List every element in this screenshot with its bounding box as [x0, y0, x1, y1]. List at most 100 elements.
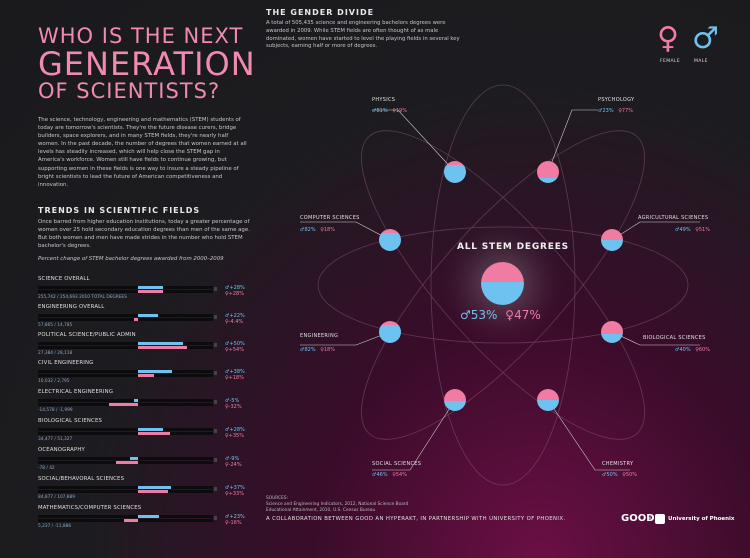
male-symbol-icon: ♂ [225, 285, 230, 291]
male-symbol-icon: ♂ [675, 227, 680, 233]
male-share: 50% [606, 472, 618, 478]
male-share: 82% [304, 227, 316, 233]
field-node-percentages: ♂81% ♀19% [372, 108, 407, 114]
male-change-bar [138, 286, 164, 289]
female-percent-change: -24% [228, 462, 242, 468]
male-symbol-icon: ♂ [225, 398, 230, 404]
female-symbol-icon: ♀ [225, 347, 229, 353]
female-symbol-icon: ♀ [695, 227, 699, 233]
all-stem-percentages: ♂53% ♀47% [460, 308, 541, 322]
female-percent-change: -4.4% [228, 319, 244, 325]
male-symbol-icon: ♂ [225, 313, 230, 319]
female-symbol-icon: ♀ [695, 347, 699, 353]
male-symbol-icon: ♂ [225, 456, 230, 462]
female-symbol-icon: ♀ [225, 319, 229, 325]
male-share: 46% [376, 472, 388, 478]
male-change-bar [138, 515, 159, 518]
field-node-circle [601, 229, 623, 251]
female-percent-change: +54% [228, 347, 244, 353]
field-node-label: SOCIAL SCIENCES [372, 461, 422, 467]
male-symbol-icon: ♂ [372, 472, 377, 478]
female-percent-change: -16% [228, 520, 242, 526]
trend-field-name: SCIENCE OVERALL [38, 276, 90, 282]
trend-field-row: SOCIAL/BEHAVORAL SCIENCES 84,877 / 107,88… [38, 476, 248, 500]
female-symbol-icon: ♀ [225, 375, 229, 381]
trend-field-row: ELECTRICAL ENGINEERING -14,578 / -1,999 ♂-… [38, 389, 248, 413]
title-line-2: GENERATION [38, 45, 256, 83]
female-bar-track [38, 290, 213, 293]
collaboration-credit: A COLLABORATION BETWEEN GOOD AN HYPERAKT… [266, 516, 566, 522]
trend-field-totals: -14,578 / -1,999 [38, 408, 73, 413]
female-symbol-icon: ♀ [392, 108, 396, 114]
trend-field-row: ENGINEERING OVERALL 57,865 / 14,785 ♂+22% ♀… [38, 304, 248, 328]
trend-field-row: SCIENCE OVERALL 255,742 / 254,693 2010 TO… [38, 276, 248, 300]
field-node-label: ENGINEERING [300, 333, 339, 339]
male-change-bar [138, 370, 173, 373]
trend-field-name: OCEANOGRAPHY [38, 447, 85, 453]
field-node-label: COMPUTER SCIENCES [300, 215, 360, 221]
female-share: 18% [323, 347, 335, 353]
female-bar-track [38, 346, 213, 349]
female-share: 18% [323, 227, 335, 233]
male-bar-track [38, 515, 213, 518]
female-symbol-icon: ♀ [225, 520, 229, 526]
male-bar-track [38, 370, 213, 373]
male-percent-change: +38% [229, 369, 245, 375]
uop-logo-icon [655, 514, 665, 524]
bar-end-tick [214, 458, 217, 462]
female-percent-change: -32% [228, 404, 242, 410]
female-change-bar [109, 403, 138, 406]
male-bar-track [38, 314, 213, 317]
male-percent-change: -5% [229, 398, 240, 404]
orbit-ring-vertical [430, 84, 576, 486]
orbit-ring-diag-1 [361, 130, 645, 440]
female-bar-track [38, 490, 213, 493]
male-change-bar [138, 342, 183, 345]
field-node-percentages: ♂50% ♀50% [602, 472, 637, 478]
uop-logo: University of Phoenix [668, 516, 735, 522]
trend-field-name: ELECTRICAL ENGINEERING [38, 389, 114, 395]
male-change-bar [138, 314, 158, 317]
female-change-bar [123, 519, 138, 522]
male-symbol-icon: ♂ [225, 341, 230, 347]
male-bar-track [38, 486, 213, 489]
gender-divide-heading: THE GENDER DIVIDE [266, 8, 375, 17]
female-percent-change: +33% [228, 491, 244, 497]
female-symbol-icon: ♀ [618, 108, 622, 114]
leader-engineering [300, 331, 391, 346]
title-line-1: WHO IS THE NEXT [38, 24, 244, 48]
female-symbol-icon: ♀ [622, 472, 626, 478]
leader-social [372, 399, 456, 471]
trend-field-name: POLITICAL SCIENCE/PUBLIC ADMIN [38, 332, 136, 338]
leader-chemistry [547, 399, 630, 471]
female-symbol-icon: ♀ [320, 227, 324, 233]
male-percent-change: +50% [229, 341, 245, 347]
orbit-ring-diag-2 [361, 130, 645, 440]
trend-field-row: BIOLOGICAL SCIENCES 34,477 / 51,327 ♂+28% ♀… [38, 418, 248, 442]
field-node-circle [444, 161, 466, 183]
field-node-percentages: ♂82% ♀18% [300, 347, 335, 353]
female-change-bar [138, 490, 168, 493]
trend-field-totals: 34,477 / 51,327 [38, 437, 73, 442]
female-bar-track [38, 432, 213, 435]
sources-block: SOURCES: Science and Engineering Indicat… [266, 496, 526, 514]
female-label: FEMALE [660, 59, 681, 64]
bar-end-tick [214, 371, 217, 375]
field-node-label: AGRICULTURAL SCIENCES [638, 215, 709, 221]
sources-label: SOURCES: [266, 496, 288, 501]
male-percent-change: +22% [229, 313, 245, 319]
female-percent-change: +28% [228, 291, 244, 297]
male-share: 82% [304, 347, 316, 353]
trend-field-row: MATHEMATICS/COMPUTER SCIENCES 5,237 / -11… [38, 505, 248, 529]
trend-field-percent: ♂+28% ♀+28% [225, 285, 245, 297]
all-stem-label: ALL STEM DEGREES [457, 242, 569, 252]
trend-field-percent: ♂+38% ♀+18% [225, 369, 245, 381]
trend-field-name: CIVIL ENGINEERING [38, 360, 94, 366]
leader-psychology [547, 109, 598, 173]
male-symbol-icon: ♂ [602, 472, 607, 478]
trends-heading: TRENDS IN SCIENTIFIC FIELDS [38, 206, 201, 215]
field-node-label: PSYCHOLOGY [598, 97, 635, 103]
female-symbol-icon: ♀ [225, 404, 229, 410]
female-percent-change: +35% [228, 433, 244, 439]
